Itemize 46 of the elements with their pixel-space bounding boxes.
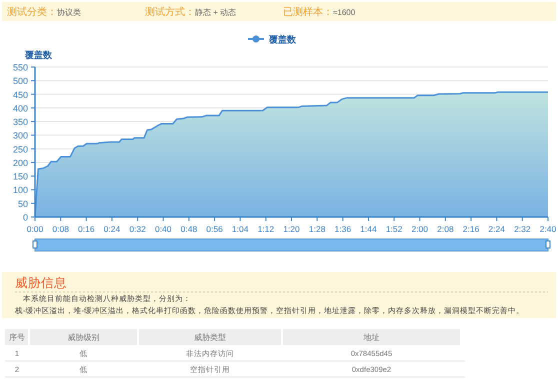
x-tick-label: 2:08: [437, 224, 454, 234]
x-tick-label: 0:16: [78, 224, 95, 234]
text: 协议类: [57, 8, 81, 17]
y-tick-label: 350: [12, 117, 28, 128]
x-tick-label: 1:28: [308, 224, 326, 234]
x-tick-label: 0:48: [180, 224, 198, 234]
x-tick-label: 2:32: [514, 224, 531, 234]
legend-label: 覆盖数: [268, 34, 297, 44]
x-tick-label: 2:24: [488, 224, 506, 234]
y-tick-label: 300: [12, 130, 28, 141]
y-tick-label: 500: [12, 76, 28, 86]
y-tick-label: 100: [12, 185, 28, 196]
x-tick-label: 1:52: [386, 224, 403, 234]
text: 测试方式：: [145, 6, 195, 18]
x-tick-label: 2:00: [411, 224, 428, 234]
x-tick-label: 0:08: [52, 224, 70, 234]
text: 威胁信息: [15, 276, 67, 290]
y-tick-label: 550: [12, 62, 28, 72]
x-tick-label: 0:56: [206, 224, 224, 234]
x-tick-label: 1:04: [232, 224, 249, 234]
text: 测试分类：: [7, 6, 57, 18]
x-tick-label: 0:32: [129, 224, 146, 234]
y-tick-label: 450: [12, 90, 28, 100]
text: 地址: [362, 333, 380, 342]
x-tick-label: 2:40: [540, 224, 557, 234]
y-tick-label: 0: [22, 212, 28, 222]
x-tick-label: 1:36: [334, 224, 352, 234]
text: 静态 + 动态: [195, 8, 236, 17]
x-tick-label: 0:24: [104, 224, 120, 234]
y-tick-label: 50: [18, 198, 28, 209]
text: 威胁级别: [68, 333, 100, 342]
x-tick-label: 1:20: [283, 224, 300, 234]
y-axis-title: 覆盖数: [24, 50, 53, 60]
x-tick-label: 0:00: [26, 224, 44, 234]
y-tick-label: 400: [12, 103, 28, 114]
x-tick-label: 2:16: [462, 224, 480, 234]
x-tick-label: 0:40: [154, 224, 172, 234]
x-tick-label: 1:12: [258, 224, 274, 234]
text: ≈1600: [333, 8, 356, 17]
text: 已测样本：: [283, 6, 333, 18]
y-tick-label: 150: [12, 172, 28, 182]
text: 威胁类型: [194, 333, 226, 342]
y-tick-label: 250: [12, 144, 28, 154]
text: 序号: [9, 333, 25, 342]
x-tick-label: 1:44: [360, 224, 377, 234]
y-tick-label: 200: [12, 158, 28, 168]
